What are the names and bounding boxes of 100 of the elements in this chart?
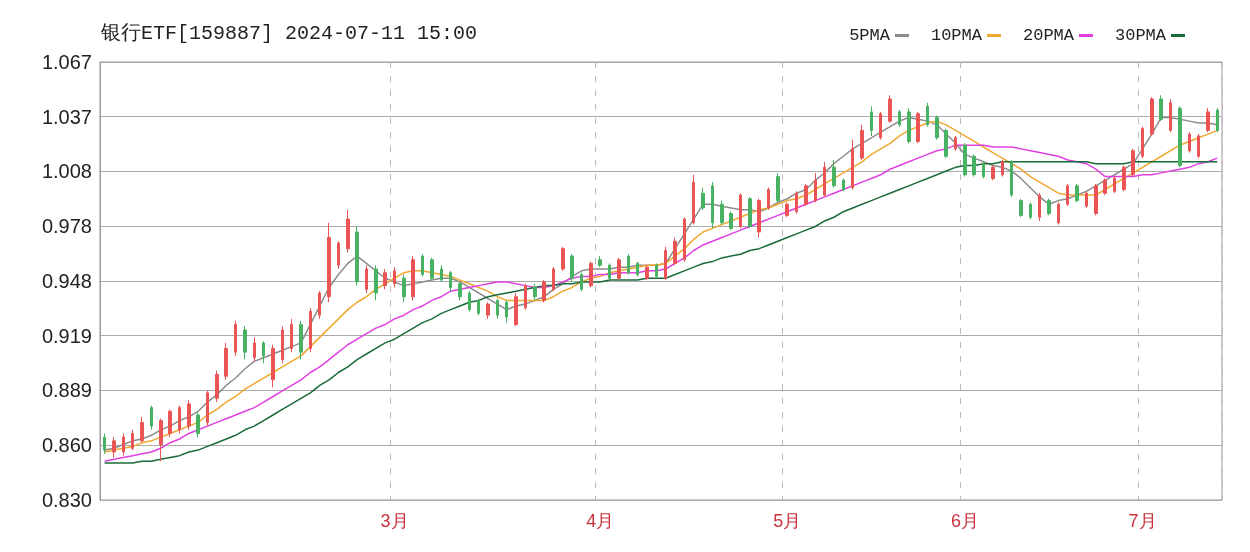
candlestick [411, 255, 415, 301]
y-tick-label: 0.919 [41, 324, 92, 347]
candlestick [440, 264, 443, 283]
candlestick [842, 177, 845, 192]
candlestick [524, 283, 527, 311]
candlestick [196, 410, 200, 438]
y-tick-label: 1.067 [41, 51, 92, 73]
candlestick [253, 336, 256, 362]
candlestick [309, 307, 312, 353]
candlestick [140, 416, 144, 444]
candlestick [1113, 176, 1116, 194]
candlestick [1066, 183, 1069, 207]
legend-label: 20PMA [1022, 26, 1075, 45]
candlestick [421, 253, 424, 277]
candlestick [150, 405, 153, 431]
candlestick [1216, 107, 1219, 133]
candlestick [561, 246, 565, 272]
candlestick [281, 325, 284, 364]
candlestick [552, 266, 555, 292]
candlestick [383, 268, 387, 290]
candlestick [327, 222, 331, 303]
candlestick [804, 183, 808, 207]
candlestick [701, 187, 705, 211]
x-tick-label: 4月 [586, 511, 615, 531]
candlestick [1094, 183, 1098, 216]
candlestick [879, 111, 882, 141]
candlestick [262, 340, 265, 364]
candlestick [673, 237, 677, 266]
candlestick [1206, 107, 1210, 133]
candlestick [1047, 198, 1051, 216]
candlestick [767, 187, 770, 211]
y-tick-label: 0.948 [41, 270, 92, 292]
candlestick [598, 255, 602, 268]
candlestick [823, 161, 826, 198]
candlestick [748, 196, 752, 229]
candlestick [1169, 98, 1172, 133]
candlestick [664, 246, 667, 281]
candlestick [963, 142, 967, 178]
candlestick [935, 115, 939, 141]
candlestick [795, 190, 798, 215]
candlestick [374, 264, 378, 301]
y-tick-label: 1.037 [41, 105, 92, 128]
candlestick [916, 111, 920, 144]
candlestick [290, 318, 293, 353]
candlestick [486, 301, 490, 320]
candlestick [608, 262, 611, 281]
candlestick [636, 261, 639, 277]
candlestick [393, 266, 396, 288]
x-tick-label: 5月 [773, 511, 802, 531]
candlestick [224, 342, 228, 381]
candlestick [898, 109, 901, 128]
candlestick [187, 399, 191, 431]
candlestick [505, 299, 508, 324]
candlestick [477, 298, 480, 316]
candlestick [617, 257, 621, 281]
y-tick-label: 1.008 [41, 160, 92, 183]
chart-title: 银行ETF[159887] 2024-07-11 15:00 [100, 21, 478, 45]
x-tick-label: 7月 [1128, 511, 1157, 531]
candlestick [683, 216, 686, 263]
y-tick-label: 0.860 [41, 434, 92, 457]
candlestick [655, 262, 658, 279]
candlestick [168, 408, 172, 438]
candlestick [430, 257, 434, 281]
candlestick [954, 135, 957, 152]
candlestick [131, 429, 134, 451]
y-tick-label: 0.978 [41, 215, 92, 238]
candlestick [1103, 177, 1107, 196]
candlestick [542, 279, 546, 303]
y-tick-label: 0.830 [41, 489, 92, 511]
candlestick [692, 174, 695, 226]
x-tick-label: 3月 [380, 511, 409, 531]
candlestick [1038, 192, 1041, 222]
candlestick [860, 124, 864, 161]
candlestick [1029, 201, 1032, 220]
candlestick [234, 320, 237, 357]
candlestick [1131, 148, 1135, 178]
candlestick [1178, 105, 1182, 168]
candlestick [589, 261, 593, 288]
candlestick [1159, 94, 1163, 122]
candlestick [888, 94, 892, 124]
candlestick [1075, 183, 1079, 203]
candlestick [103, 432, 106, 455]
candlestick [365, 264, 368, 294]
candlestick [1001, 159, 1004, 178]
candlestick [580, 272, 583, 292]
candlestick [832, 159, 836, 189]
candlestick [785, 201, 789, 218]
legend-label: 30PMA [1114, 26, 1167, 45]
candlestick [851, 139, 854, 191]
candlestick [720, 200, 724, 226]
candlestick [355, 225, 359, 287]
candlestick [318, 290, 321, 320]
candlestick [1019, 198, 1023, 218]
candlestick [271, 344, 275, 388]
candlestick [1188, 131, 1191, 154]
x-tick-label: 6月 [950, 511, 979, 531]
candlestick [1122, 164, 1126, 192]
candlestick [299, 320, 303, 361]
candlestick [870, 105, 873, 137]
candlestick [739, 192, 742, 229]
